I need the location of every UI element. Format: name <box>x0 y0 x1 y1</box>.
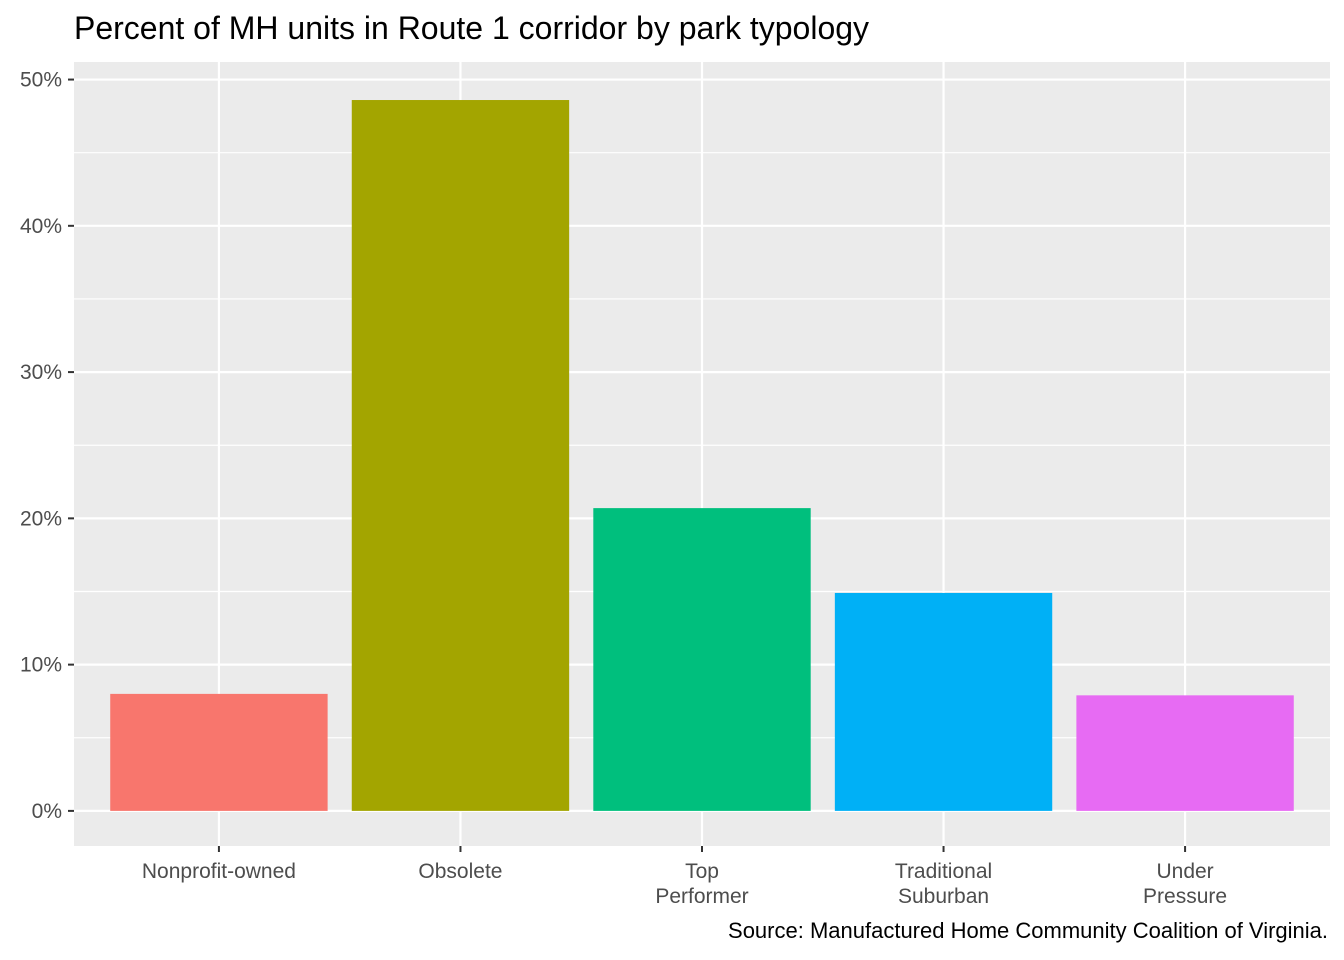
x-tick-label: Obsolete <box>418 860 502 883</box>
y-tick-label: 10% <box>20 654 62 677</box>
bar-4 <box>1076 695 1294 811</box>
chart-caption: Source: Manufactured Home Community Coal… <box>728 918 1328 943</box>
y-tick-label: 50% <box>20 69 62 92</box>
x-tick-label-line: Pressure <box>1143 885 1227 908</box>
y-tick-label: 30% <box>20 361 62 384</box>
x-tick-label: Nonprofit-owned <box>142 860 296 883</box>
y-tick-label: 0% <box>32 800 62 823</box>
x-tick-label-line: Suburban <box>898 885 989 908</box>
x-tick-label: Top Performer <box>655 860 748 908</box>
x-tick-label-line: Traditional <box>895 860 992 883</box>
y-tick-label: 40% <box>20 215 62 238</box>
x-tick-label-line: Nonprofit-owned <box>142 860 296 883</box>
bar-0 <box>110 693 328 811</box>
x-tick-label: Traditional Suburban <box>895 860 992 908</box>
bar-2 <box>593 508 811 811</box>
x-tick-label-line: Performer <box>655 885 748 908</box>
x-tick-label-line: Top <box>685 860 719 883</box>
bar-1 <box>351 100 570 811</box>
x-tick-label: Under Pressure <box>1143 860 1227 908</box>
y-tick-label: 20% <box>20 507 62 530</box>
x-tick-label-line: Under <box>1156 860 1213 883</box>
chart-title: Percent of MH units in Route 1 corridor … <box>74 10 870 46</box>
bar-3 <box>834 592 1053 811</box>
x-tick-label-line: Obsolete <box>418 860 502 883</box>
